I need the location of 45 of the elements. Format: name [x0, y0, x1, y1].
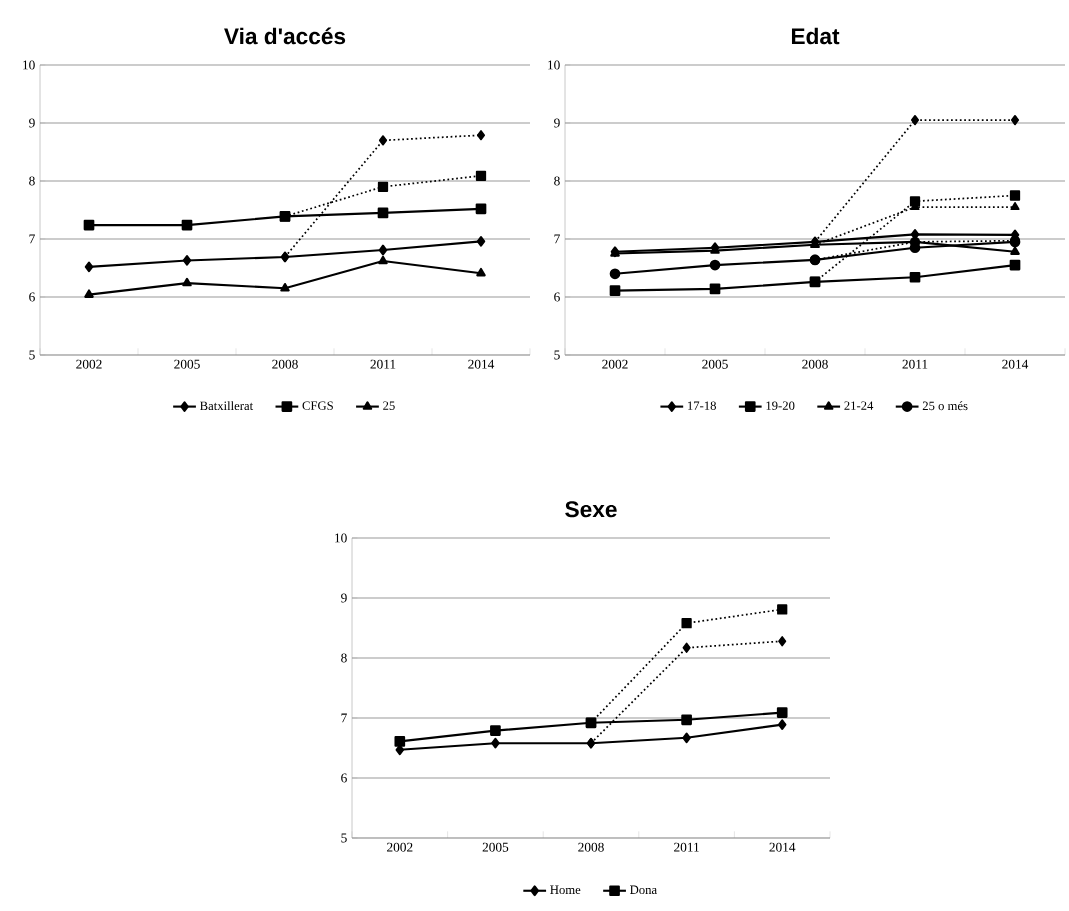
y-tick-label: 5 [29, 350, 35, 360]
y-tick-label: 10 [548, 60, 560, 70]
y-tick-label: 5 [554, 350, 560, 360]
x-tick-label: 2002 [387, 842, 413, 852]
x-tick-label: 2008 [272, 359, 298, 369]
legend-label: 17-18 [688, 401, 716, 410]
y-tick-label: 9 [341, 593, 347, 603]
x-tick-label: 2011 [674, 842, 699, 852]
chart-title: Via d'accés [224, 27, 346, 45]
legend-label: Dona [630, 885, 657, 895]
x-tick-label: 2002 [76, 359, 102, 369]
x-tick-label: 2014 [1002, 359, 1029, 369]
legend-label: 25 [383, 401, 395, 410]
y-tick-label: 9 [29, 118, 35, 128]
y-tick-label: 7 [341, 713, 347, 723]
y-tick-label: 8 [29, 176, 35, 186]
y-tick-label: 6 [341, 773, 347, 783]
y-tick-label: 7 [554, 234, 560, 244]
legend-label: Batxillerat [200, 401, 254, 411]
y-tick-label: 8 [554, 176, 560, 186]
x-tick-label: 2005 [482, 842, 509, 852]
chart-title: Edat [791, 27, 840, 45]
y-tick-label: 8 [341, 653, 347, 663]
chart-title: Sexe [565, 501, 617, 518]
y-tick-label: 6 [554, 292, 560, 302]
x-tick-label: 2014 [769, 842, 796, 852]
x-tick-label: 2005 [702, 359, 728, 369]
legend-label: 21-24 [844, 401, 874, 410]
y-tick-label: 9 [554, 118, 560, 128]
x-tick-label: 2014 [468, 359, 495, 369]
legend-label: 19-20 [766, 401, 795, 410]
legend-label: 25 o més [922, 401, 968, 411]
y-tick-label: 7 [29, 234, 35, 244]
y-tick-label: 10 [23, 60, 35, 70]
y-tick-label: 6 [29, 292, 35, 302]
y-tick-label: 10 [335, 533, 347, 543]
legend-label: Home [550, 885, 581, 895]
x-tick-label: 2008 [802, 359, 828, 369]
x-tick-label: 2002 [602, 359, 628, 369]
x-tick-label: 2005 [174, 359, 200, 369]
x-tick-label: 2008 [578, 842, 604, 852]
x-tick-label: 2011 [902, 359, 928, 369]
legend-label: CFGS [302, 401, 333, 410]
y-tick-label: 5 [341, 833, 347, 843]
x-tick-label: 2011 [370, 359, 396, 369]
